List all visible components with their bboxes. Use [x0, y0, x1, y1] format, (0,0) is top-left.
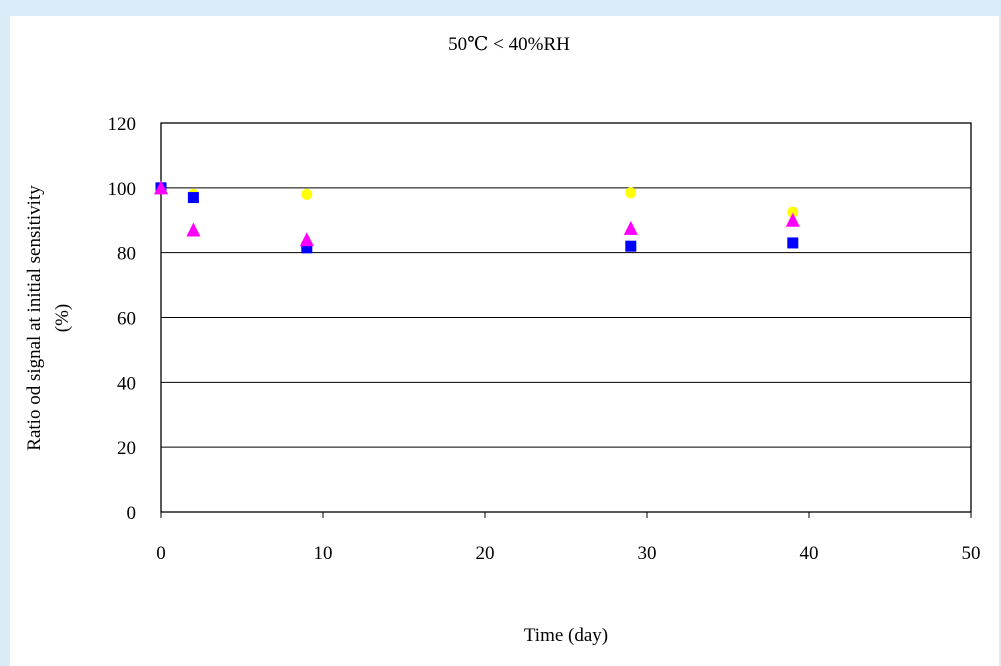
y-tick-label: 60 — [117, 309, 136, 330]
x-tick-label: 20 — [476, 543, 495, 564]
triangle-data-point — [299, 232, 314, 247]
x-tick-label: 0 — [156, 543, 166, 564]
square-data-point — [187, 192, 199, 204]
y-tick-label: 80 — [117, 244, 136, 265]
y-axis-label-line2: (%) — [52, 304, 73, 332]
y-tick-label: 20 — [117, 438, 136, 459]
x-axis-label: Time (day) — [524, 625, 608, 646]
y-tick-label: 100 — [108, 179, 137, 200]
plot-area — [160, 122, 972, 513]
circle-data-point — [787, 206, 799, 218]
x-tick-label: 50 — [962, 543, 981, 564]
x-tick-label: 10 — [314, 543, 333, 564]
x-tick-label: 40 — [800, 543, 819, 564]
y-tick-label: 0 — [127, 503, 137, 524]
circle-data-point — [301, 188, 313, 200]
y-axis-label: Ratio od signal at initial sensitivity (… — [24, 185, 73, 451]
circle-data-point — [625, 187, 637, 199]
chart-title: 50℃ < 40%RH — [448, 34, 570, 55]
triangle-data-point — [186, 222, 201, 237]
y-tick-label: 120 — [108, 114, 137, 135]
square-data-point — [787, 237, 799, 249]
x-tick-label: 30 — [638, 543, 657, 564]
triangle-data-point — [623, 220, 638, 235]
gridlines — [161, 187, 971, 448]
y-axis-label-line1: Ratio od signal at initial sensitivity — [24, 185, 45, 451]
square-data-point — [625, 240, 637, 252]
triangle-data-point — [785, 212, 800, 227]
data-points — [154, 180, 800, 254]
x-axis-ticks: 0 10 20 30 40 50 — [156, 512, 981, 564]
triangle-data-point — [154, 180, 168, 195]
y-axis-ticks: 0 20 40 60 80 100 120 — [108, 114, 137, 524]
square-data-point — [301, 242, 313, 254]
y-tick-label: 40 — [117, 373, 136, 394]
